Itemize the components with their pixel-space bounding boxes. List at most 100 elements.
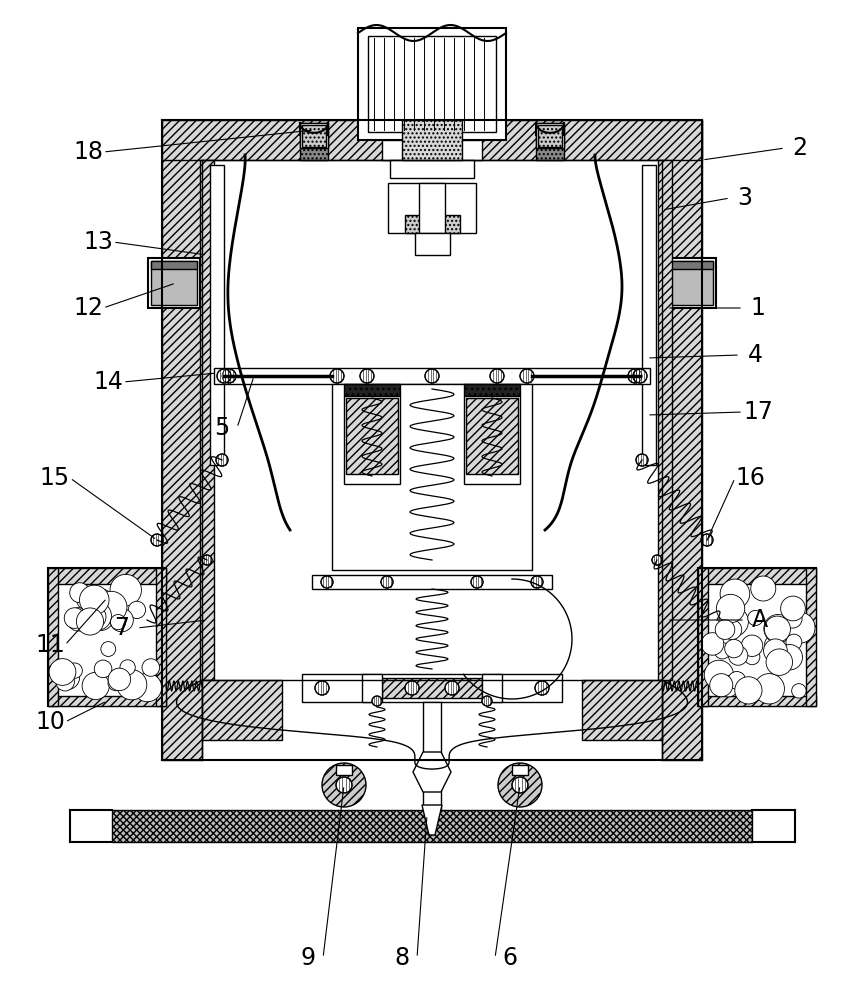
Text: 13: 13 [83, 230, 113, 254]
Circle shape [780, 596, 805, 621]
Circle shape [716, 594, 745, 623]
Circle shape [512, 777, 528, 793]
Circle shape [784, 609, 802, 628]
Circle shape [766, 649, 792, 675]
Circle shape [784, 612, 815, 643]
Bar [151, 261, 197, 305]
Text: 17: 17 [743, 400, 773, 424]
Circle shape [741, 635, 763, 656]
Bar [362, 674, 382, 702]
Circle shape [722, 620, 741, 640]
Bar [464, 384, 520, 396]
Circle shape [88, 605, 113, 631]
Polygon shape [582, 680, 662, 740]
Circle shape [90, 589, 113, 612]
Circle shape [636, 454, 648, 466]
Text: 16: 16 [735, 466, 765, 490]
Circle shape [336, 777, 352, 793]
Circle shape [96, 591, 127, 623]
Circle shape [718, 675, 739, 697]
Bar [512, 765, 528, 775]
Circle shape [764, 614, 792, 643]
Circle shape [490, 369, 504, 383]
Bar [390, 160, 474, 178]
Circle shape [67, 608, 90, 631]
Bar [312, 575, 552, 589]
Polygon shape [202, 680, 282, 740]
Bar [300, 123, 328, 160]
Text: 14: 14 [93, 370, 123, 394]
Bar [806, 568, 816, 706]
Circle shape [110, 608, 133, 632]
Circle shape [202, 555, 212, 565]
Circle shape [765, 616, 791, 642]
Text: 4: 4 [747, 343, 763, 367]
Circle shape [728, 646, 748, 665]
Circle shape [222, 369, 236, 383]
Bar [344, 396, 400, 484]
Circle shape [111, 615, 125, 630]
Bar [48, 696, 166, 706]
Bar [200, 160, 214, 680]
Polygon shape [162, 120, 702, 160]
Bar [302, 125, 326, 147]
Bar [698, 568, 708, 706]
Text: 2: 2 [792, 136, 808, 160]
Circle shape [719, 607, 748, 636]
Circle shape [786, 634, 802, 650]
Text: 18: 18 [73, 140, 103, 164]
Polygon shape [162, 120, 202, 760]
Circle shape [322, 763, 366, 807]
Circle shape [82, 605, 106, 629]
Circle shape [715, 643, 731, 659]
Circle shape [94, 660, 111, 678]
Circle shape [747, 610, 763, 626]
Circle shape [110, 574, 142, 606]
Text: 8: 8 [395, 946, 410, 970]
Text: 5: 5 [214, 416, 230, 440]
Circle shape [108, 668, 130, 691]
Bar [464, 396, 520, 484]
Bar [210, 165, 224, 465]
Circle shape [764, 639, 787, 663]
Bar [346, 398, 398, 474]
Bar [667, 261, 713, 305]
Circle shape [101, 642, 116, 656]
Circle shape [471, 576, 483, 588]
Bar [48, 568, 58, 706]
Bar [419, 183, 445, 233]
Bar [698, 696, 816, 706]
Circle shape [628, 369, 642, 383]
Text: 7: 7 [115, 616, 130, 640]
Circle shape [728, 672, 746, 689]
Bar [698, 568, 816, 706]
Bar [382, 678, 482, 698]
Bar [214, 368, 650, 384]
Circle shape [754, 674, 785, 704]
Circle shape [330, 369, 344, 383]
Bar [336, 765, 352, 775]
Circle shape [321, 576, 333, 588]
Circle shape [64, 608, 85, 628]
Circle shape [445, 681, 459, 695]
Circle shape [720, 579, 750, 609]
Circle shape [704, 660, 734, 689]
Bar [642, 165, 656, 465]
Circle shape [734, 677, 762, 704]
Circle shape [217, 369, 231, 383]
Bar [667, 261, 713, 269]
Bar [482, 674, 502, 702]
Circle shape [715, 620, 734, 639]
Bar [300, 123, 328, 148]
Polygon shape [662, 120, 702, 760]
Text: 3: 3 [738, 186, 753, 210]
Text: 9: 9 [301, 946, 315, 970]
Circle shape [360, 369, 374, 383]
Circle shape [498, 763, 542, 807]
Circle shape [76, 585, 103, 611]
Circle shape [79, 585, 109, 615]
Bar [332, 384, 532, 570]
Circle shape [107, 596, 124, 612]
Circle shape [633, 369, 647, 383]
Bar [156, 568, 166, 706]
